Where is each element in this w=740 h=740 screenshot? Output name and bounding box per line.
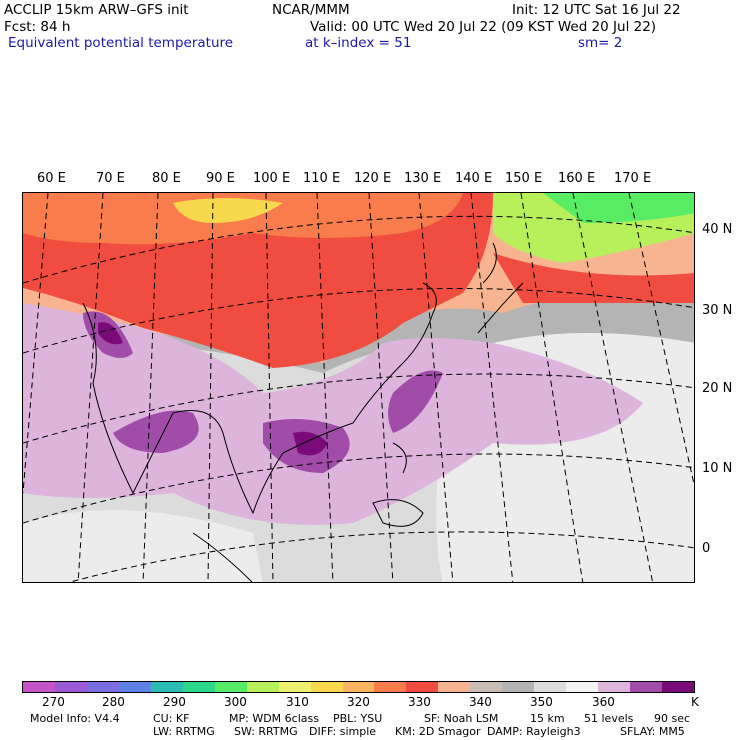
model-info-resolution: 15 km bbox=[530, 712, 565, 725]
level-index: at k–index = 51 bbox=[305, 35, 412, 51]
mongolia-yellow-field bbox=[173, 198, 283, 223]
colorbar-swatch bbox=[54, 682, 87, 692]
model-info-lw: LW: RRTMG bbox=[153, 725, 215, 738]
colorbar-tick-290: 290 bbox=[163, 695, 186, 709]
model-title: ACCLIP 15km ARW–GFS init bbox=[4, 2, 189, 18]
lat-label-10n: 10 N bbox=[702, 461, 733, 476]
smoothing: sm= 2 bbox=[578, 35, 623, 51]
lat-label-30n: 30 N bbox=[702, 303, 733, 318]
valid-time: Valid: 00 UTC Wed 20 Jul 22 (09 KST Wed … bbox=[310, 19, 657, 35]
colorbar-swatch bbox=[374, 682, 407, 692]
forecast-hour: Fcst: 84 h bbox=[4, 19, 71, 35]
model-info-sf: SF: Noah LSM bbox=[424, 712, 499, 725]
init-time: Init: 12 UTC Sat 16 Jul 22 bbox=[512, 2, 681, 18]
theta-e-map bbox=[22, 192, 695, 583]
model-info-damp: DAMP: Rayleigh3 bbox=[487, 725, 581, 738]
lon-label-150e: 150 E bbox=[505, 171, 543, 186]
scs-dark-core bbox=[293, 431, 328, 456]
colorbar-tick-300: 300 bbox=[224, 695, 247, 709]
colorbar-swatch bbox=[406, 682, 439, 692]
lon-label-120e: 120 E bbox=[354, 171, 392, 186]
colorbar-tick-350: 350 bbox=[530, 695, 553, 709]
field-name: Equivalent potential temperature bbox=[8, 35, 234, 51]
lon-label-70e: 70 E bbox=[96, 171, 125, 186]
organization: NCAR/MMM bbox=[272, 2, 350, 18]
pacific-red-band bbox=[493, 253, 694, 303]
colorbar-tick-360: 360 bbox=[592, 695, 615, 709]
lon-label-110e: 110 E bbox=[303, 171, 341, 186]
lon-label-90e: 90 E bbox=[206, 171, 235, 186]
lon-label-60e: 60 E bbox=[37, 171, 66, 186]
philippine-sea-purple-core bbox=[388, 370, 443, 433]
colorbar-swatch bbox=[470, 682, 503, 692]
colorbar-tick-270: 270 bbox=[42, 695, 65, 709]
lon-label-100e: 100 E bbox=[253, 171, 291, 186]
model-info-timestep: 90 sec bbox=[654, 712, 691, 725]
colorbar-swatch bbox=[310, 682, 343, 692]
model-info-diff: DIFF: simple bbox=[309, 725, 377, 738]
lat-label-20n: 20 N bbox=[702, 381, 733, 396]
graticule bbox=[23, 193, 694, 582]
model-info-version: Model Info: V4.4 bbox=[30, 712, 120, 725]
colorbar-swatch bbox=[662, 682, 695, 692]
colorbar-swatch bbox=[566, 682, 599, 692]
lon-label-130e: 130 E bbox=[404, 171, 442, 186]
colorbar-tick-310: 310 bbox=[286, 695, 309, 709]
colorbar-tick-330: 330 bbox=[408, 695, 431, 709]
lon-label-80e: 80 E bbox=[152, 171, 181, 186]
colorbar-swatch bbox=[342, 682, 375, 692]
model-info-cu: CU: KF bbox=[153, 712, 190, 725]
colorbar-swatch bbox=[502, 682, 535, 692]
model-info-levels: 51 levels bbox=[584, 712, 634, 725]
colorbar-swatch bbox=[150, 682, 183, 692]
colorbar-tick-320: 320 bbox=[347, 695, 370, 709]
indian-ocean-light-field bbox=[23, 510, 263, 582]
colorbar-swatch bbox=[118, 682, 151, 692]
colorbar-swatch bbox=[214, 682, 247, 692]
lat-label-40n: 40 N bbox=[702, 222, 733, 237]
light-purple-field bbox=[23, 303, 643, 525]
colorbar-swatch bbox=[182, 682, 215, 692]
colorbar bbox=[22, 681, 695, 693]
colorbar-swatch bbox=[23, 682, 55, 692]
colorbar-unit: K bbox=[691, 695, 699, 709]
model-info-sflay: SFLAY: MM5 bbox=[620, 725, 685, 738]
colorbar-swatch bbox=[278, 682, 311, 692]
colorbar-swatch bbox=[534, 682, 567, 692]
colorbar-swatch bbox=[438, 682, 471, 692]
lon-label-160e: 160 E bbox=[558, 171, 596, 186]
colorbar-tick-340: 340 bbox=[469, 695, 492, 709]
model-info-mp: MP: WDM 6class bbox=[229, 712, 319, 725]
colorbar-swatch bbox=[246, 682, 279, 692]
lat-label-0: 0 bbox=[702, 541, 711, 556]
india-dark-core bbox=[98, 322, 123, 345]
colorbar-swatch bbox=[630, 682, 663, 692]
map-canvas bbox=[23, 193, 694, 582]
coastlines bbox=[82, 242, 524, 582]
colorbar-swatch bbox=[598, 682, 631, 692]
model-info-sw: SW: RRTMG bbox=[234, 725, 298, 738]
model-info-pbl: PBL: YSU bbox=[333, 712, 383, 725]
lon-label-140e: 140 E bbox=[455, 171, 493, 186]
colorbar-swatch bbox=[86, 682, 119, 692]
northeast-green-core bbox=[543, 193, 694, 223]
model-info-km: KM: 2D Smagor bbox=[395, 725, 481, 738]
lon-label-170e: 170 E bbox=[614, 171, 652, 186]
colorbar-tick-280: 280 bbox=[102, 695, 125, 709]
bay-of-bengal-purple-core bbox=[113, 410, 199, 453]
